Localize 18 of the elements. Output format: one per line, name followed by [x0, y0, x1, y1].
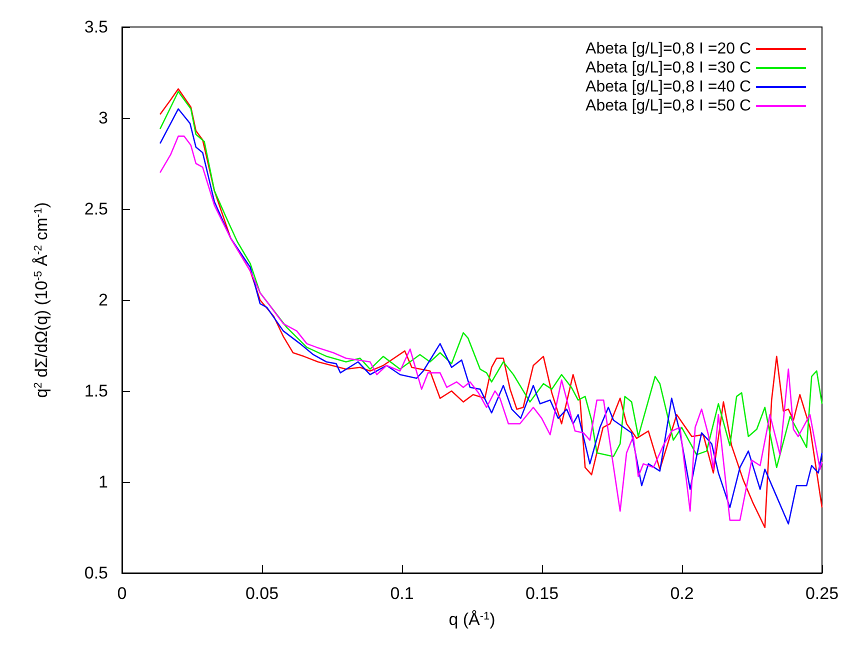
y-tick-label: 2.5 — [84, 200, 108, 218]
x-tick-label: 0.1 — [390, 584, 414, 603]
y-tick-label: 1.5 — [84, 382, 108, 400]
legend-label: Abeta [g/L]=0,8 I =20 C — [586, 40, 751, 58]
y-tick-label: 1 — [98, 472, 108, 492]
legend-label: Abeta [g/L]=0,8 I =30 C — [586, 60, 751, 76]
y-tick-label: 0.5 — [84, 564, 108, 582]
x-tick-label: 0.15 — [525, 584, 559, 603]
y-tick-label: 3 — [98, 108, 108, 128]
text: q2 dΣ/dΩ(q) (10-5 Å-2 cm-1) — [32, 202, 51, 398]
x-tick-label: 0.05 — [245, 584, 279, 603]
y-tick-label: 3.5 — [84, 18, 108, 36]
x-tick-label: 0 — [117, 584, 127, 603]
y-tick-label: 2 — [98, 290, 108, 310]
legend-label: Abeta [g/L]=0,8 I =40 C — [586, 78, 751, 96]
x-tick-label: 0.2 — [670, 584, 694, 603]
x-tick-label: 0.25 — [805, 584, 839, 603]
legend-label: Abeta [g/L]=0,8 I =50 C — [586, 98, 751, 114]
